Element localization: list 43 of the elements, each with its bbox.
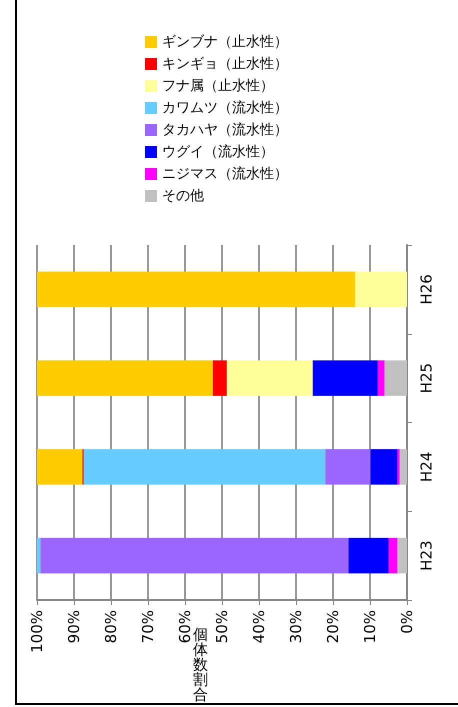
bar [400, 449, 407, 485]
x-axis-title: 個体数割合 [193, 626, 208, 704]
bar [370, 449, 398, 485]
x-tick-label: 60% [176, 610, 194, 644]
x-tick-label: 100% [28, 610, 46, 653]
bar [378, 360, 384, 396]
bar [84, 449, 326, 485]
legend-label: キンギョ（止水性） [162, 56, 288, 72]
y-tick-label: H25 [418, 362, 436, 394]
bar [312, 360, 378, 396]
bar [212, 360, 227, 396]
bar [397, 538, 407, 574]
x-tick-label: 10% [361, 610, 379, 644]
x-tick-label: 50% [213, 610, 231, 644]
legend-label: フナ属（止水性） [162, 78, 274, 94]
legend-label: カワムツ（流水性） [162, 100, 288, 116]
bar [37, 538, 40, 574]
x-tick-label: 80% [102, 610, 120, 644]
x-tick-label: 30% [287, 610, 305, 644]
legend-label: その他 [162, 188, 204, 204]
legend-label: タカハヤ（流水性） [162, 122, 288, 138]
x-tick-label: 70% [139, 610, 157, 644]
x-tick-label: 20% [324, 610, 342, 644]
bar [388, 538, 398, 574]
y-tick-label: H26 [418, 274, 436, 305]
bar [348, 538, 388, 574]
legend-label: ニジマス（流水性） [162, 166, 288, 182]
legend-label: ウグイ（流水性） [162, 144, 274, 160]
bar [384, 360, 407, 396]
y-tick-label: H24 [418, 452, 436, 482]
legend-label: ギンブナ（止水性） [162, 34, 288, 50]
x-tick-label: 40% [250, 610, 268, 644]
bar [355, 272, 407, 308]
bar [226, 360, 313, 396]
x-tick-label: 90% [65, 610, 83, 644]
x-tick-label: 0% [398, 610, 416, 634]
bar [397, 449, 400, 485]
bar [40, 538, 349, 574]
bar [37, 449, 83, 485]
bar [325, 449, 370, 485]
bar [37, 272, 356, 308]
bar [37, 360, 213, 396]
y-tick-label: H23 [418, 540, 436, 571]
